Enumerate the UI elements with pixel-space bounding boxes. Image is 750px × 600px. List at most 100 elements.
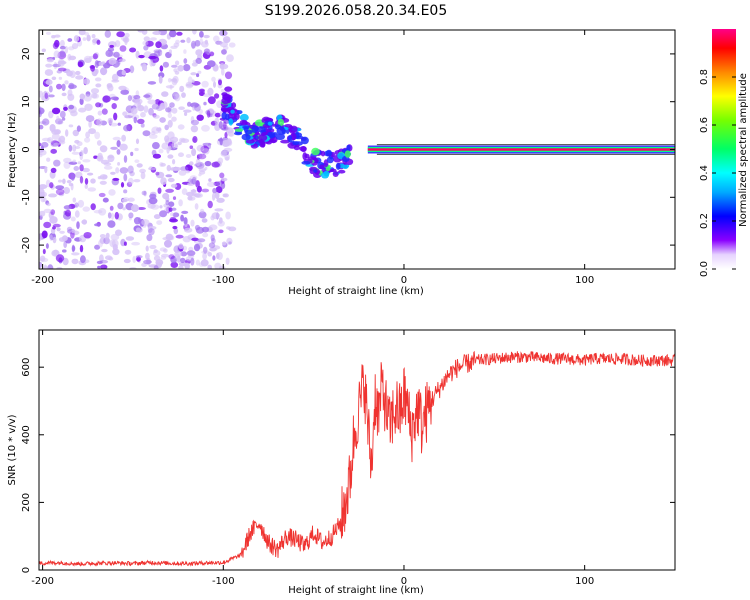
heatmap-noise-cell [167,112,172,118]
heatmap-noise-cell [154,50,161,58]
heatmap-noise-cell [57,60,67,65]
heatmap-noise-cell [177,124,185,130]
heatmap-noise-cell [177,141,182,146]
y-tick-label: 0 [21,567,32,573]
heatmap-noise-cell [96,118,103,127]
spectrogram-marks [39,30,675,269]
heatmap-noise-cell [218,121,223,129]
heatmap-noise-cell [158,148,164,154]
heatmap-noise-cell [223,147,233,152]
heatmap-noise-cell [167,78,172,83]
heatmap-noise-cell [182,236,191,243]
heatmap-noise-cell [214,117,220,125]
heatmap-noise-cell [171,77,178,86]
heatmap-track-cell [277,118,285,127]
heatmap-noise-cell [82,159,91,163]
heatmap-noise-cell [164,239,172,248]
heatmap-noise-cell [168,30,177,38]
heatmap-noise-cell [168,145,172,151]
heatmap-noise-cell [48,85,53,93]
heatmap-noise-cell [207,181,216,188]
heatmap-noise-cell [66,226,73,232]
heatmap-noise-cell [70,216,76,222]
heatmap-noise-cell [143,105,149,113]
heatmap-noise-cell [149,37,157,41]
heatmap-noise-cell [156,220,163,226]
heatmap-noise-cell [55,254,65,263]
heatmap-noise-cell [137,30,145,33]
heatmap-noise-cell [51,35,56,39]
heatmap-noise-cell [200,208,205,214]
heatmap-track-cell [256,126,266,133]
heatmap-noise-cell [168,201,175,207]
heatmap-noise-cell [88,128,96,135]
heatmap-noise-cell [99,234,106,239]
heatmap-noise-cell [84,184,89,189]
heatmap-noise-cell [142,130,151,137]
heatmap-noise-cell [172,225,178,230]
heatmap-noise-cell [191,79,195,83]
heatmap-noise-cell [191,62,198,67]
heatmap-noise-cell [121,134,126,142]
heatmap-noise-cell [83,94,92,102]
heatmap-noise-cell [95,68,99,74]
heatmap-noise-cell [226,237,233,245]
heatmap-noise-cell [84,57,92,64]
heatmap-noise-cell [98,240,103,248]
heatmap-noise-cell [82,167,90,173]
heatmap-noise-cell [113,51,120,58]
heatmap-noise-cell [147,203,156,209]
heatmap-noise-cell [174,93,181,102]
heatmap-noise-cell [227,131,234,137]
heatmap-noise-cell [90,88,100,94]
heatmap-noise-cell [51,76,57,81]
heatmap-noise-cell [213,35,220,43]
heatmap-noise-cell [140,111,146,118]
heatmap-noise-cell [68,144,73,152]
heatmap-noise-cell [57,67,67,72]
heatmap-noise-cell [178,152,184,157]
heatmap-noise-cell [170,261,179,268]
y-tick-label: 200 [21,493,32,512]
heatmap-noise-cell [103,165,113,170]
heatmap-noise-cell [76,125,81,132]
heatmap-noise-cell [44,92,49,100]
heatmap-noise-cell [72,197,77,203]
heatmap-noise-cell [190,189,197,193]
heatmap-noise-cell [80,150,84,157]
heatmap-noise-cell [112,136,122,141]
heatmap-noise-cell [135,227,141,233]
heatmap-noise-cell [124,115,133,119]
heatmap-noise-cell [41,230,48,239]
heatmap-noise-cell [202,51,211,59]
heatmap-noise-cell [134,98,143,105]
heatmap-noise-cell [43,208,52,214]
heatmap-noise-cell [171,107,178,114]
heatmap-noise-cell [49,234,53,241]
heatmap-noise-cell [56,69,62,74]
heatmap-noise-cell [183,64,191,72]
heatmap-noise-cell [90,65,95,72]
heatmap-noise-cell [129,65,135,74]
heatmap-track-cell [320,150,326,157]
heatmap-noise-cell [101,108,108,115]
heatmap-noise-cell [133,95,141,100]
heatmap-noise-cell [133,179,141,183]
heatmap-noise-cell [54,34,61,38]
heatmap-noise-cell [203,246,208,254]
heatmap-noise-cell [143,36,150,42]
heatmap-noise-cell [202,232,209,238]
heatmap-noise-cell [114,211,120,220]
heatmap-noise-cell [180,39,186,43]
heatmap-noise-cell [122,37,130,43]
heatmap-track-cell [321,172,329,179]
heatmap-noise-cell [220,177,228,182]
heatmap-noise-cell [92,39,97,46]
heatmap-noise-cell [173,245,181,253]
heatmap-noise-cell [168,254,175,260]
heatmap-noise-cell [184,112,188,116]
heatmap-noise-cell [212,187,217,194]
heatmap-noise-cell [49,182,54,189]
heatmap-noise-cell [189,161,194,166]
